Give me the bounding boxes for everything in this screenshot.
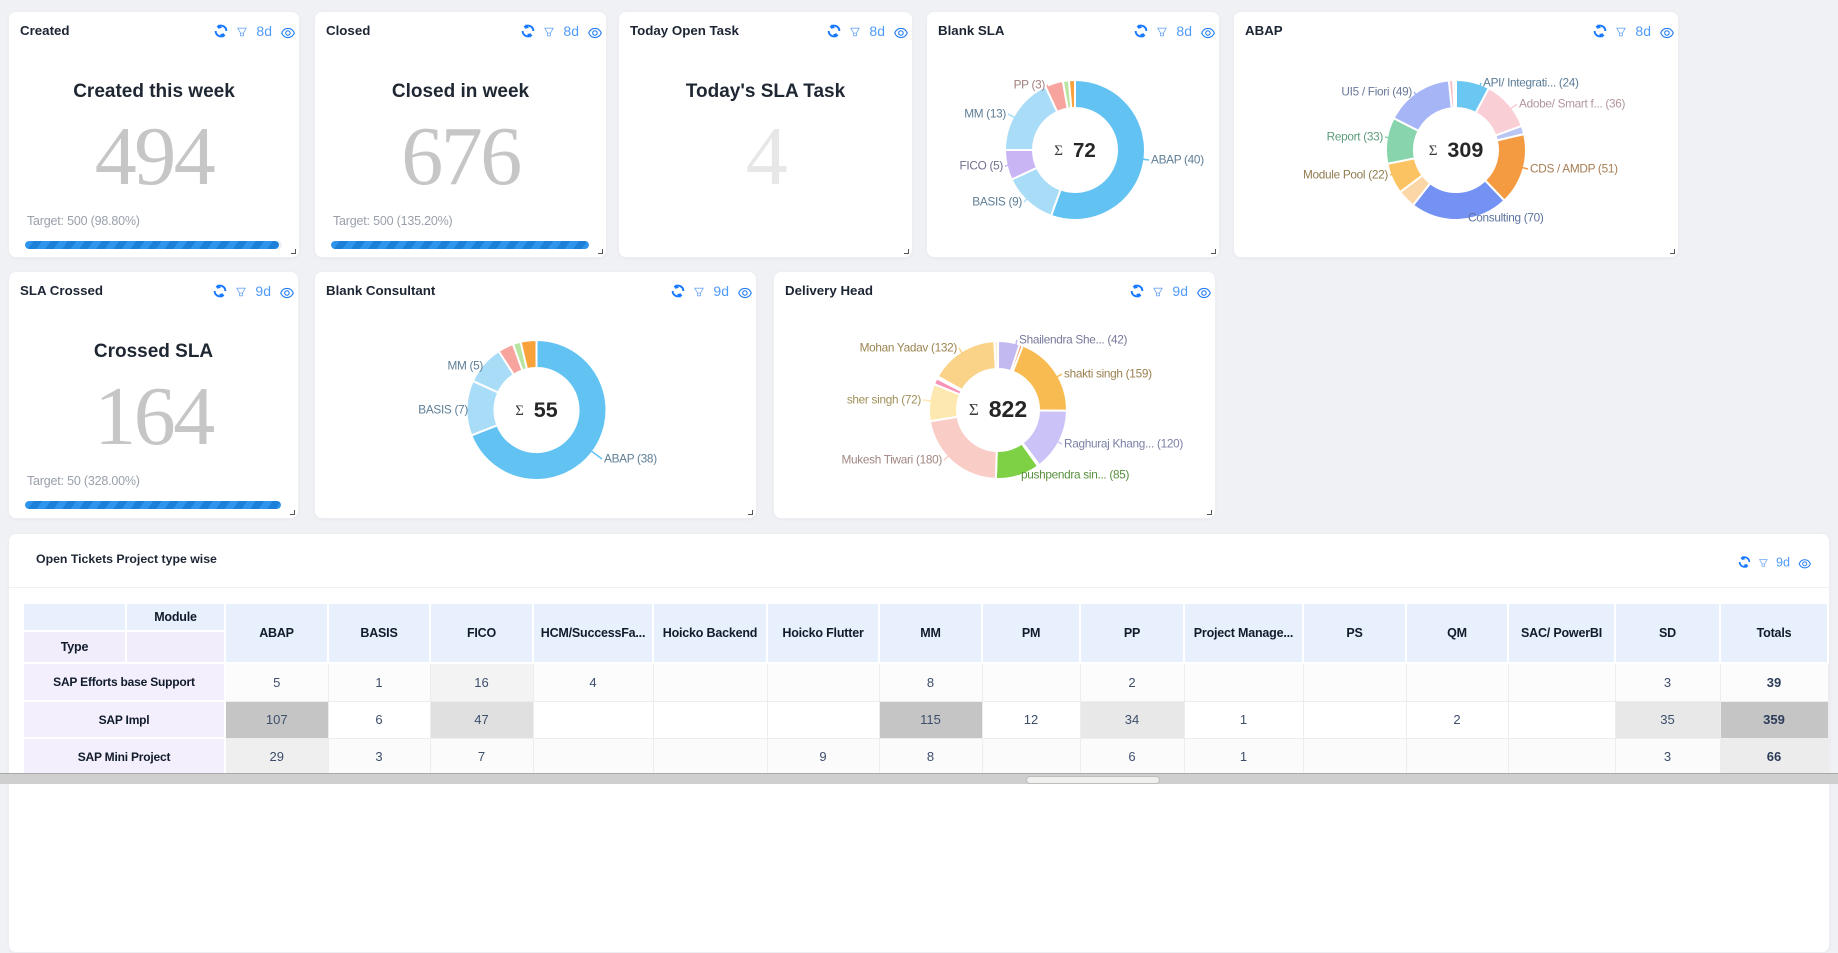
svg-text:Raghuraj Khang... (120): Raghuraj Khang... (120) — [1064, 437, 1183, 451]
svg-text:Adobe/ Smart f... (36): Adobe/ Smart f... (36) — [1519, 97, 1626, 111]
svg-text:Consulting (70): Consulting (70) — [1468, 211, 1544, 225]
svg-text:FICO (5): FICO (5) — [960, 159, 1004, 173]
svg-text:MM (13): MM (13) — [964, 107, 1006, 121]
svg-text:shakti singh (159): shakti singh (159) — [1064, 367, 1152, 381]
svg-text:Mukesh Tiwari (180): Mukesh Tiwari (180) — [841, 453, 942, 467]
svg-text:ABAP (40): ABAP (40) — [1151, 153, 1204, 167]
svg-text:Module Pool (22): Module Pool (22) — [1303, 168, 1388, 182]
svg-text:MM (5): MM (5) — [447, 359, 483, 373]
svg-text:Mohan Yadav (132): Mohan Yadav (132) — [860, 341, 958, 355]
svg-text:ABAP (38): ABAP (38) — [604, 452, 657, 466]
svg-text:BASIS (7): BASIS (7) — [418, 403, 468, 417]
svg-text:UI5 / Fiori (49): UI5 / Fiori (49) — [1341, 85, 1412, 99]
svg-text:pushpendra sin... (85): pushpendra sin... (85) — [1021, 468, 1130, 482]
svg-text:BASIS (9): BASIS (9) — [972, 195, 1022, 209]
svg-text:PP (3): PP (3) — [1014, 78, 1046, 92]
svg-text:CDS / AMDP (51): CDS / AMDP (51) — [1530, 162, 1618, 176]
svg-text:Σ72: Σ72 — [1054, 139, 1096, 162]
svg-text:sher singh (72): sher singh (72) — [847, 393, 922, 407]
svg-text:Σ55: Σ55 — [515, 398, 557, 422]
svg-text:Shailendra She... (42): Shailendra She... (42) — [1019, 333, 1128, 347]
svg-text:Report (33): Report (33) — [1327, 130, 1384, 144]
svg-text:API/ Integrati... (24): API/ Integrati... (24) — [1483, 76, 1579, 90]
